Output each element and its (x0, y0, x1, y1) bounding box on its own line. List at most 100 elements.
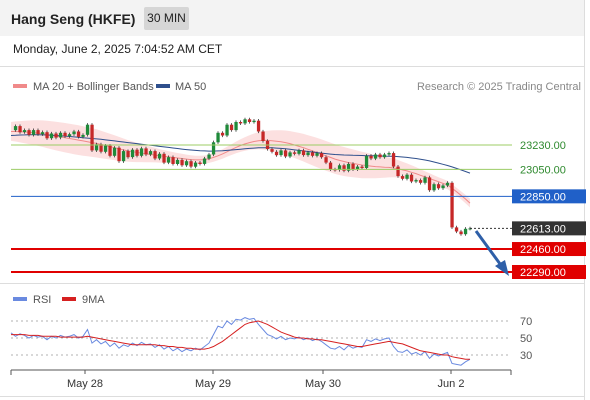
candle-body (351, 163, 355, 170)
candle-body (198, 162, 202, 164)
candle-body (346, 163, 351, 171)
candle-body (81, 134, 85, 137)
candle-body (310, 152, 315, 156)
rsi-tick-label: 30 (520, 350, 532, 362)
price-levels: 23230.00 23050.00 22850.00 22613.00 22460.00… (11, 140, 586, 279)
rsi-ma-line (11, 320, 470, 360)
candle-body (378, 154, 382, 158)
candle-body (261, 131, 265, 141)
candle-body (441, 185, 445, 189)
candle-body (207, 154, 211, 159)
candle-body (135, 149, 139, 156)
candle-body (153, 151, 157, 159)
candle-body (166, 157, 171, 163)
candle-body (292, 152, 297, 154)
ma50-legend-swatch (156, 84, 170, 88)
candle-body (220, 132, 225, 136)
candle-body (130, 149, 135, 158)
candle-body (117, 147, 121, 162)
price-plot (10, 117, 472, 236)
level-label-support: 22290.00 (520, 267, 566, 279)
candle-body (63, 132, 67, 137)
candle-body (270, 149, 274, 152)
candle-body (301, 150, 306, 156)
candle-body (27, 130, 31, 135)
candle-body (22, 130, 27, 133)
candle-body (238, 122, 243, 124)
rsi-tick-label: 50 (520, 333, 532, 345)
candle-body (189, 161, 193, 167)
candle-body (432, 184, 436, 191)
x-axis-label: May 29 (195, 378, 231, 390)
candle-body (369, 155, 373, 159)
candle-body (162, 153, 166, 163)
candle-body (373, 154, 378, 159)
rsi-ma-legend-swatch (62, 297, 76, 301)
candle-body (103, 145, 108, 152)
candle-body (72, 131, 76, 135)
level-label-pivot: 22850.00 (520, 191, 566, 203)
candle-body (184, 161, 189, 166)
candle-body (450, 182, 454, 228)
level-tag-support (512, 242, 586, 257)
level-label-support: 22460.00 (520, 244, 566, 256)
candle-body (288, 152, 292, 157)
rsi-plot: 70 50 30 (10, 316, 532, 366)
candle-body (108, 145, 112, 156)
candle-body (391, 153, 396, 167)
candle-body (405, 174, 409, 179)
candle-body (423, 177, 427, 183)
candle-body (49, 133, 54, 139)
candle-body (13, 126, 18, 131)
candle-body (216, 132, 220, 143)
candle-body (121, 151, 126, 162)
candle-body (243, 119, 247, 124)
candle-body (306, 152, 310, 156)
candle-body (427, 177, 432, 191)
candle-body (342, 165, 346, 171)
candle-body (315, 153, 319, 156)
candle-body (126, 151, 130, 158)
rsi-line (10, 317, 471, 366)
x-axis-label: May 30 (305, 378, 341, 390)
candle-body (148, 151, 153, 155)
candle-body (454, 227, 459, 232)
candle-body (319, 153, 324, 158)
candle-body (18, 126, 22, 133)
candle-body (279, 150, 283, 156)
x-axis-label: May 28 (67, 378, 103, 390)
candle-body (468, 228, 472, 230)
candle-body (31, 130, 36, 135)
candle-body (324, 157, 328, 163)
candle-body (90, 124, 94, 151)
candle-body (445, 182, 450, 186)
timeframe-button[interactable]: 30 MIN (144, 7, 189, 30)
candle-body (256, 120, 261, 132)
candle-body (364, 155, 369, 168)
level-tag-pivot (512, 189, 586, 204)
header-bar (0, 0, 584, 36)
datetime-label: Monday, June 2, 2025 7:04:52 AM CET (13, 42, 223, 56)
credit-label: Research © 2025 Trading Central (417, 81, 581, 93)
candle-body (67, 134, 72, 137)
candle-body (400, 176, 405, 179)
x-axis-labels: May 28 May 29 May 30 Jun 2 (67, 370, 464, 390)
candle-body (387, 153, 391, 155)
candle-body (139, 148, 144, 156)
candle-body (202, 158, 207, 164)
rsi-tick-label: 70 (520, 316, 532, 328)
candle-body (112, 147, 117, 156)
candle-body (382, 154, 387, 158)
candle-body (234, 122, 238, 131)
candle-body (76, 131, 81, 137)
candle-body (355, 166, 360, 170)
candle-body (54, 133, 58, 138)
candle-body (274, 151, 279, 156)
candle-body (360, 166, 364, 168)
candle-body (157, 153, 162, 159)
candle-body (409, 174, 414, 182)
candle-body (40, 132, 45, 135)
rsi-ma-legend-label: 9MA (82, 294, 105, 306)
candle-body (463, 228, 468, 235)
